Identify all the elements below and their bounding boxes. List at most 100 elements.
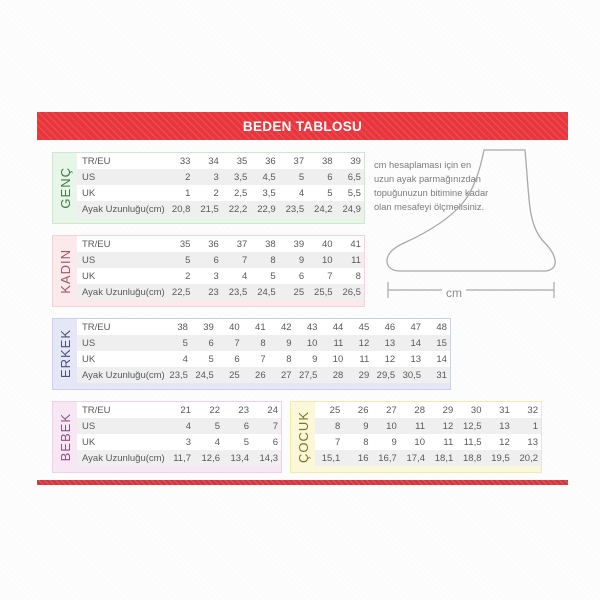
row-cells: 11,7 12,6 13,4 14,3 [165, 453, 281, 464]
row-cells: 25 26 27 28 29 30 31 32 [315, 405, 541, 416]
group-label-genc: GENÇ [53, 153, 77, 223]
table-cell: 35 [236, 155, 248, 167]
size-table-bebek: BEBEK TR/EU 21 22 23 24 US 4 5 6 7 UK 3 4 5 6 Ayak Uzunl… [52, 401, 282, 473]
cm-measure-label: cm [442, 286, 466, 300]
table-row: 8 9 10 11 12 12,5 13 1 [315, 418, 541, 434]
table-cell: 41 [255, 321, 266, 333]
table-cell: 27 [386, 404, 397, 416]
table-cell: 3 [185, 436, 191, 448]
table-cell: 38 [265, 238, 276, 250]
table-cell: 40 [229, 321, 240, 333]
table-cell: 14 [436, 353, 447, 365]
table-cell: 24,9 [342, 203, 361, 215]
table-cell: 9 [391, 436, 397, 448]
table-cell: 25,5 [314, 286, 333, 298]
table-cell: 10 [321, 254, 333, 266]
table-cell: 27,5 [298, 369, 318, 381]
table-cell: 6,5 [347, 171, 361, 183]
table-cell: 7 [260, 353, 266, 365]
table-cell: 29 [358, 369, 370, 381]
table-cell: 3 [213, 171, 219, 183]
row-header: TR/EU [82, 155, 111, 167]
measurement-instructions: cm hesaplaması için en uzun ayak parmağı… [374, 160, 489, 212]
table-cell: 7 [234, 337, 240, 349]
table-cell: 35 [179, 238, 191, 250]
table-cell: 3,5 [262, 187, 276, 199]
row-cells: 33 34 35 36 37 38 39 [165, 156, 364, 167]
table-cell: 13,4 [230, 452, 250, 464]
table-row: US 5 6 7 8 9 10 11 12 13 14 15 [77, 335, 450, 351]
table-row: US 4 5 6 7 [77, 418, 281, 434]
table-cell: 36 [208, 238, 219, 250]
table-cell: 8 [334, 420, 341, 432]
table-cell: 30,5 [402, 369, 422, 381]
table-cell: 27 [280, 369, 292, 381]
row-cells: 4 5 6 7 8 9 10 11 12 13 14 [165, 354, 450, 365]
table-cell: 39 [293, 238, 305, 250]
table-row: UK 1 2 2,5 3,5 4 5 5,5 [77, 185, 364, 201]
table-cell: 37 [293, 155, 305, 167]
table-cell: 1 [185, 187, 191, 199]
table-cell: 5 [214, 420, 220, 432]
table-cell: 26 [357, 404, 369, 416]
table-cell: 14,3 [259, 452, 279, 464]
table-cell: 9 [312, 353, 318, 365]
table-cell: 8 [286, 353, 292, 365]
row-cells: 5 6 7 8 9 10 11 [165, 255, 364, 266]
table-cell: 9 [363, 420, 369, 432]
table-cell: 6 [298, 270, 305, 282]
table-cell: 12,6 [201, 452, 221, 464]
table-row: Ayak Uzunluğu(cm) 20,8 21,5 22,2 22,9 23,5 24,… [77, 201, 364, 217]
table-cell: 28 [332, 369, 344, 381]
row-header: US [82, 420, 96, 432]
table-row: 25 26 27 28 29 30 31 32 [315, 402, 541, 418]
table-cell: 45 [358, 321, 370, 333]
table-cell: 32 [527, 404, 538, 416]
table-cell: 48 [436, 321, 447, 333]
table-cell: 8 [260, 337, 266, 349]
row-cells: 38 39 40 41 42 43 44 45 46 47 48 [165, 322, 450, 333]
table-rows: 25 26 27 28 29 30 31 32 8 9 10 11 12 12,5 13 1 7 8 9 10 11 11… [315, 402, 541, 472]
row-cells: 21 22 23 24 [165, 405, 281, 416]
table-cell: 11 [351, 254, 361, 266]
table-cell: 11 [359, 353, 370, 365]
table-cell: 23,5 [169, 369, 188, 381]
size-table-kadin: KADIN TR/EU 35 36 37 38 39 40 41 US 5 6 7 8 9 10 11 UK 2 3 4… [52, 235, 365, 307]
table-cell: 13 [527, 436, 538, 448]
table-cell: 24,5 [257, 286, 276, 298]
table-cell: 23,5 [228, 286, 248, 298]
table-cell: 4 [182, 353, 188, 365]
table-cell: 14 [410, 337, 422, 349]
page-title-banner: BEDEN TABLOSU [37, 112, 568, 140]
table-cell: 37 [236, 238, 248, 250]
table-cell: 25 [229, 369, 240, 381]
group-label-text: GENÇ [57, 167, 73, 209]
table-cell: 8 [363, 436, 369, 448]
group-label-kadin: KADIN [53, 236, 77, 306]
table-cell: 4 [185, 420, 191, 432]
table-cell: 5 [327, 187, 333, 199]
foot-diagram [378, 148, 568, 308]
row-header: US [82, 254, 96, 266]
table-cell: 8 [355, 270, 361, 282]
table-cell: 5 [298, 171, 305, 183]
table-cell: 31 [436, 369, 447, 381]
table-rows: TR/EU 38 39 40 41 42 43 44 45 46 47 48 US 5 6 7 8 9 10 11 12… [77, 319, 450, 389]
group-label-erkek: ERKEK [53, 319, 77, 389]
row-header: Ayak Uzunluğu(cm) [82, 203, 165, 215]
table-cell: 19,5 [491, 452, 510, 464]
table-row: US 5 6 7 8 9 10 11 [77, 252, 364, 268]
table-row: UK 3 4 5 6 [77, 434, 281, 450]
row-cells: 15,1 16 16,7 17,4 18,1 18,8 19,5 20,2 [315, 453, 541, 464]
table-cell: 12 [499, 436, 510, 448]
group-label-cocuk: ÇOCUK [291, 402, 315, 472]
table-cell: 2 [213, 187, 219, 199]
table-cell: 6 [272, 436, 278, 448]
page-title: BEDEN TABLOSU [242, 118, 363, 134]
table-cell: 5,5 [347, 187, 361, 199]
table-cell: 36 [265, 155, 276, 167]
table-cell: 6 [213, 254, 219, 266]
table-cell: 5 [182, 337, 188, 349]
table-cell: 20,2 [519, 452, 539, 464]
row-cells: 2 3 4 5 6 7 8 [165, 271, 364, 282]
